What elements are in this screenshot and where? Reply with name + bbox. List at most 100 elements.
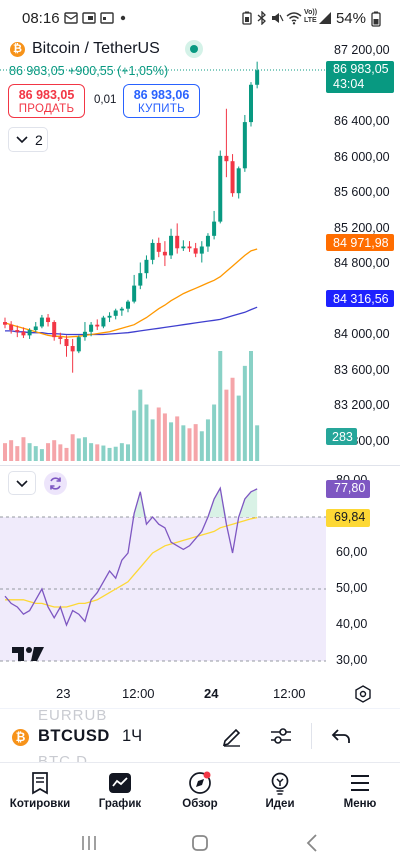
signal-icon — [319, 12, 331, 24]
price-tick-label: 83 600,00 — [334, 362, 390, 377]
candle-body — [39, 317, 44, 327]
symbol-scroll-previous[interactable]: EURRUB — [38, 708, 108, 724]
symbol-scroll-next[interactable]: BTC.D — [38, 753, 88, 762]
ma-slow-value-tag: 84 316,56 — [326, 290, 394, 307]
nav-item-chart[interactable]: График — [80, 763, 160, 823]
undo-icon[interactable] — [331, 727, 351, 745]
rsi-tick-label: 60,00 — [336, 545, 368, 559]
buy-button[interactable]: 86 983,06 КУПИТЬ — [123, 84, 200, 118]
pane-divider[interactable] — [0, 465, 400, 466]
candle-body — [64, 338, 69, 347]
volume-bar — [107, 447, 112, 461]
moving-averages — [4, 248, 258, 338]
volume-bar — [230, 377, 235, 461]
last-price-tag: 86 983,05 43:04 — [326, 61, 394, 93]
volume-bar — [33, 446, 38, 461]
price-tick-label: 85 600,00 — [334, 185, 390, 200]
volume-bar — [15, 446, 20, 461]
home-icon[interactable] — [191, 834, 209, 852]
nav-item-overview[interactable]: Обзор — [160, 763, 240, 823]
volume-bar — [27, 443, 32, 461]
volume-value-tag: 283 — [326, 428, 357, 445]
network-type-label: Vo)) LTE — [304, 9, 318, 24]
battery-icon — [371, 11, 381, 27]
wifi-icon — [286, 12, 302, 25]
candle-body — [224, 155, 229, 162]
interval-button[interactable]: 1Ч — [122, 727, 143, 745]
candle-body — [107, 315, 112, 318]
candle-body — [212, 221, 217, 236]
candle-body — [132, 285, 137, 302]
rsi-ma-value-tag: 69,84 — [326, 509, 370, 527]
chart-settings-icon[interactable] — [269, 725, 293, 747]
volume-bar — [175, 416, 180, 461]
pair-title[interactable]: Bitcoin / TetherUS — [32, 40, 160, 57]
buy-price: 86 983,06 — [133, 88, 190, 102]
volume-bar — [9, 440, 14, 461]
volume-bar — [193, 424, 198, 461]
candle-body — [193, 248, 198, 254]
volume-bar — [156, 407, 161, 461]
sell-button[interactable]: 86 983,05 ПРОДАТЬ — [8, 84, 85, 118]
volume-bar — [255, 425, 260, 461]
candle-body — [236, 168, 241, 194]
candle-body — [21, 331, 26, 336]
buy-label: КУПИТЬ — [137, 103, 186, 115]
price-chart[interactable] — [0, 36, 400, 466]
symbol-name[interactable]: BTCUSD — [38, 727, 110, 745]
nav-item-watchlist[interactable]: Котировки — [0, 763, 80, 823]
bottom-navigation: Котировки График Обзор Идеи Меню — [0, 762, 400, 822]
ma-fast-line — [4, 248, 258, 338]
nav-item-ideas[interactable]: Идеи — [240, 763, 320, 823]
tradingview-logo-icon[interactable] — [12, 647, 44, 661]
lightbulb-icon — [271, 772, 289, 795]
volume-bar — [101, 445, 106, 461]
axis-settings-icon[interactable] — [354, 685, 372, 703]
volume-bars — [3, 351, 260, 461]
volume-bar — [76, 438, 81, 461]
candle-body — [9, 324, 14, 331]
back-icon[interactable] — [306, 834, 318, 852]
candle-body — [82, 331, 87, 338]
candle-body — [33, 326, 38, 331]
status-time: 08:16 — [22, 10, 60, 27]
rsi-overbought-fill — [134, 488, 258, 517]
time-tick-label: 23 — [56, 686, 71, 701]
volume-bar — [169, 422, 174, 461]
time-tick-label: 24 — [204, 686, 219, 701]
symbol-toolbar: EURRUB ₿ BTCUSD BTC.D 1Ч — [0, 708, 400, 762]
volume-bar — [3, 443, 7, 461]
drawing-tool-icon[interactable] — [221, 725, 243, 747]
candle-body — [89, 324, 94, 332]
candle-countdown: 43:04 — [333, 77, 365, 91]
volume-bar — [144, 404, 149, 461]
candle-body — [70, 346, 75, 352]
price-tick-label: 85 200,00 — [334, 220, 390, 235]
price-tick-label: 84 800,00 — [334, 256, 390, 271]
candle-body — [181, 246, 186, 249]
rsi-lines — [4, 486, 258, 627]
time-tick-label: 12:00 — [122, 686, 155, 701]
chevron-down-icon — [16, 480, 28, 488]
volume-bar — [39, 449, 44, 461]
volume-bar — [113, 446, 118, 461]
volume-bar — [212, 404, 217, 461]
indicators-toggle-button[interactable]: 2 — [8, 127, 48, 152]
rsi-collapse-button[interactable] — [8, 471, 36, 495]
volume-bar — [21, 437, 26, 461]
candle-body — [46, 317, 51, 323]
recent-apps-icon[interactable] — [80, 835, 98, 851]
nav-item-menu[interactable]: Меню — [320, 763, 400, 823]
candle-body — [249, 84, 253, 123]
rsi-sync-button[interactable] — [44, 472, 67, 495]
candlesticks — [3, 61, 260, 373]
volume-bar — [249, 351, 253, 461]
candle-body — [3, 322, 7, 325]
sync-icon — [50, 477, 61, 490]
notification-dot-icon — [120, 15, 126, 21]
volume-bar — [119, 443, 124, 461]
candle-body — [175, 235, 180, 249]
volume-bar — [95, 444, 100, 461]
rsi-chart[interactable] — [0, 466, 400, 676]
volume-bar — [64, 447, 69, 461]
